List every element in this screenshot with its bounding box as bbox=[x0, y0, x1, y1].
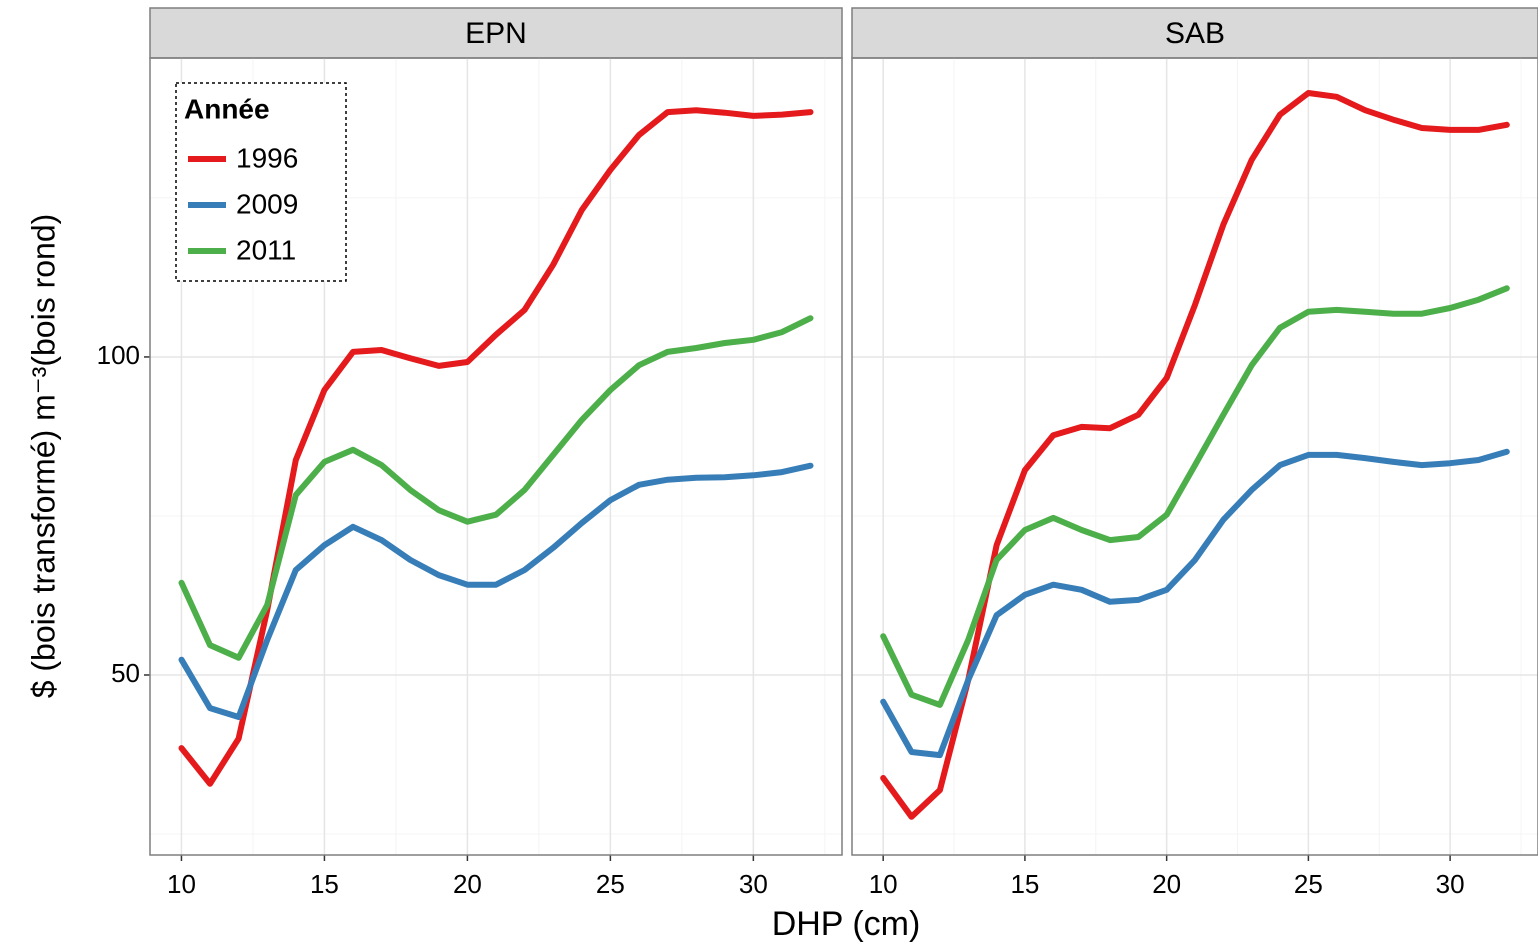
y-tick-label: 50 bbox=[111, 658, 140, 688]
data-line bbox=[178, 315, 814, 661]
x-tick-label: 30 bbox=[739, 869, 768, 899]
panel-border bbox=[851, 57, 1538, 856]
x-axis-label: DHP (cm) bbox=[772, 905, 921, 943]
panel-background bbox=[852, 58, 1538, 855]
legend-label: 1996 bbox=[236, 142, 298, 173]
x-tick-label: 15 bbox=[310, 869, 339, 899]
legend-label: 2011 bbox=[236, 234, 296, 265]
y-axis-label: $ (bois transformé) m⁻³(bois rond) bbox=[25, 214, 61, 699]
strip-background bbox=[149, 7, 843, 59]
data-line bbox=[178, 107, 814, 787]
x-tick-label: 20 bbox=[453, 869, 482, 899]
legend-label: 2009 bbox=[236, 188, 298, 219]
x-tick-label: 20 bbox=[1152, 869, 1181, 899]
data-line bbox=[178, 462, 814, 720]
x-tick-label: 25 bbox=[596, 869, 625, 899]
data-line bbox=[880, 448, 1510, 759]
y-tick-label: 100 bbox=[97, 340, 140, 370]
data-line bbox=[880, 285, 1510, 708]
x-tick-label: 10 bbox=[869, 869, 898, 899]
panel-title: SAB bbox=[1165, 17, 1225, 50]
strip-background bbox=[851, 7, 1538, 59]
x-tick-label: 10 bbox=[167, 869, 196, 899]
x-tick-label: 25 bbox=[1294, 869, 1323, 899]
x-tick-label: 30 bbox=[1436, 869, 1465, 899]
legend-title: Année bbox=[184, 93, 270, 124]
panel-title: EPN bbox=[465, 17, 527, 50]
x-tick-label: 15 bbox=[1010, 869, 1039, 899]
panel-border bbox=[149, 57, 843, 856]
